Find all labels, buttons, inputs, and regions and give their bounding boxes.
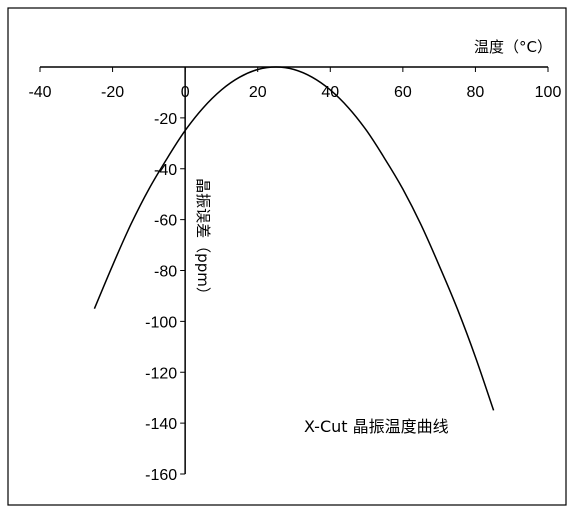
x-tick-label: -20 bbox=[101, 84, 124, 101]
x-tick-label: 0 bbox=[181, 84, 190, 101]
x-tick-label: 40 bbox=[321, 84, 339, 101]
y-tick-label: -140 bbox=[145, 416, 177, 433]
y-tick-label: -80 bbox=[154, 264, 177, 281]
y-axis-title: 晶振误差（ppm） bbox=[194, 178, 212, 302]
axes bbox=[40, 66, 548, 474]
series-line bbox=[93, 66, 495, 411]
chart-frame bbox=[7, 7, 567, 506]
y-axis-ticks: -20 -40 -60 -80 -100 -120 -140 -160 bbox=[145, 111, 186, 484]
y-tick-label: -120 bbox=[145, 365, 177, 382]
x-axis-title: 温度（°C） bbox=[474, 38, 552, 56]
y-tick-label: -160 bbox=[145, 467, 177, 484]
curve-annotation: X-Cut 晶振温度曲线 bbox=[304, 417, 449, 436]
y-tick-label: -60 bbox=[154, 213, 177, 230]
y-tick-label: -100 bbox=[145, 314, 177, 331]
y-tick-label: -40 bbox=[154, 162, 177, 179]
x-tick-label: 80 bbox=[467, 84, 485, 101]
x-axis-ticks: -40 -20 0 20 40 60 80 100 bbox=[28, 67, 561, 101]
x-tick-label: 60 bbox=[394, 84, 412, 101]
x-tick-label: -40 bbox=[28, 84, 51, 101]
y-tick-label: -20 bbox=[154, 111, 177, 128]
x-tick-label: 100 bbox=[535, 84, 562, 101]
x-tick-label: 20 bbox=[249, 84, 267, 101]
